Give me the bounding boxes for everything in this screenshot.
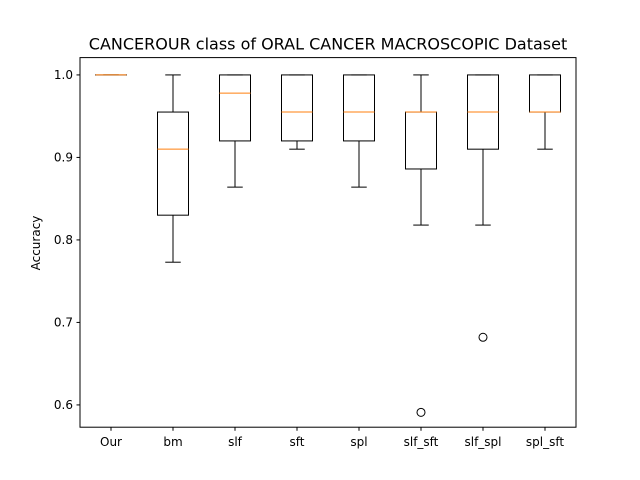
box	[529, 74, 561, 113]
y-axis-label: Accuracy	[29, 216, 43, 271]
box	[219, 74, 251, 142]
x-tick-label: bm	[163, 435, 182, 449]
outlier-point	[478, 332, 488, 342]
y-tick-label: 0.8	[54, 233, 73, 247]
y-tick-label: 1.0	[54, 68, 73, 82]
y-tick-label: 0.9	[54, 151, 73, 165]
box	[343, 74, 375, 142]
outlier-point	[416, 407, 426, 417]
box	[157, 111, 189, 216]
x-tick-label: slf_sft	[404, 435, 439, 449]
y-tick-label: 0.6	[54, 398, 73, 412]
x-tick-label: slf	[228, 435, 243, 449]
plot-frame	[79, 57, 577, 428]
plot-area: 0.6 0.7 0.8 0.9 1.0 Our bm slf sft spl slf_sft slf_…	[54, 68, 564, 449]
x-tick-label: spl_sft	[526, 435, 564, 449]
x-tick-label: spl	[350, 435, 367, 449]
x-tick-label: slf_spl	[464, 435, 501, 449]
box	[405, 111, 437, 170]
x-tick-label: sft	[290, 435, 305, 449]
x-tick-label: Our	[100, 435, 122, 449]
y-tick-label: 0.7	[54, 316, 73, 330]
chart-title: CANCEROUR class of ORAL CANCER MACROSCOP…	[89, 35, 567, 54]
box	[281, 74, 313, 142]
